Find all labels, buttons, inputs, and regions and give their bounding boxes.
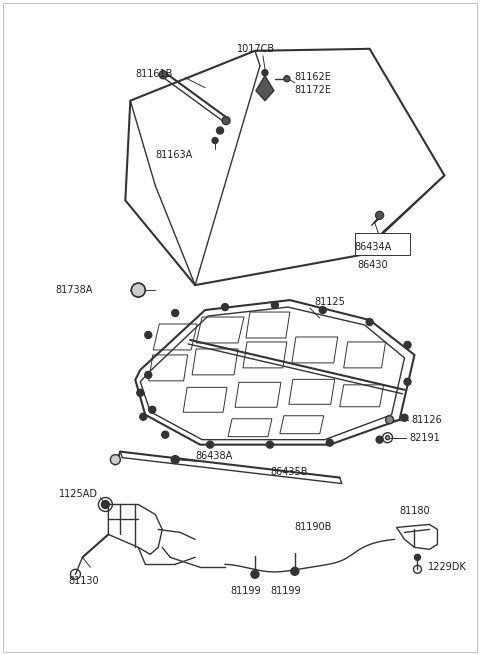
Text: 81161B: 81161B (135, 69, 173, 79)
Circle shape (145, 331, 152, 339)
Circle shape (222, 117, 230, 124)
Bar (355, 233, 409, 255)
Circle shape (404, 341, 411, 348)
Circle shape (222, 303, 228, 310)
Circle shape (291, 567, 299, 575)
Circle shape (326, 439, 333, 446)
Circle shape (385, 416, 394, 424)
Circle shape (251, 571, 259, 578)
Text: 1017CB: 1017CB (237, 44, 275, 54)
Circle shape (101, 500, 109, 508)
Circle shape (404, 379, 411, 385)
Polygon shape (256, 76, 274, 101)
Circle shape (132, 283, 145, 297)
Text: 81199: 81199 (270, 586, 300, 596)
Text: 81199: 81199 (230, 586, 261, 596)
Circle shape (149, 406, 156, 413)
Text: 81162E: 81162E (295, 72, 332, 82)
Circle shape (284, 76, 290, 82)
Text: 81125: 81125 (315, 297, 346, 307)
Text: 86438A: 86438A (195, 451, 232, 460)
Circle shape (172, 310, 179, 316)
Circle shape (171, 456, 179, 464)
Circle shape (140, 413, 147, 421)
Text: 81126: 81126 (411, 415, 442, 424)
Circle shape (385, 436, 390, 440)
Text: 1229DK: 1229DK (428, 562, 466, 572)
Circle shape (271, 301, 278, 309)
Text: 81163A: 81163A (155, 151, 192, 160)
Circle shape (110, 455, 120, 464)
Text: 81130: 81130 (69, 576, 99, 586)
Circle shape (415, 554, 420, 560)
Text: 81172E: 81172E (295, 84, 332, 95)
Circle shape (376, 436, 383, 443)
Circle shape (319, 307, 326, 314)
Text: 81738A: 81738A (56, 285, 93, 295)
Circle shape (206, 441, 214, 448)
Circle shape (212, 138, 218, 143)
Text: 86435B: 86435B (270, 466, 307, 477)
Text: 81180: 81180 (399, 506, 430, 516)
Circle shape (262, 69, 268, 76)
Circle shape (401, 414, 408, 421)
Text: 82191: 82191 (409, 433, 440, 443)
Circle shape (162, 431, 168, 438)
Circle shape (216, 127, 224, 134)
Circle shape (145, 371, 152, 379)
Circle shape (137, 389, 144, 396)
Text: 1125AD: 1125AD (59, 489, 97, 498)
Text: 86430: 86430 (358, 260, 388, 270)
Text: 81190B: 81190B (295, 523, 332, 533)
Text: 86434A: 86434A (355, 242, 392, 252)
Circle shape (366, 318, 373, 326)
Circle shape (266, 441, 274, 448)
Circle shape (159, 71, 167, 79)
Circle shape (376, 212, 384, 219)
